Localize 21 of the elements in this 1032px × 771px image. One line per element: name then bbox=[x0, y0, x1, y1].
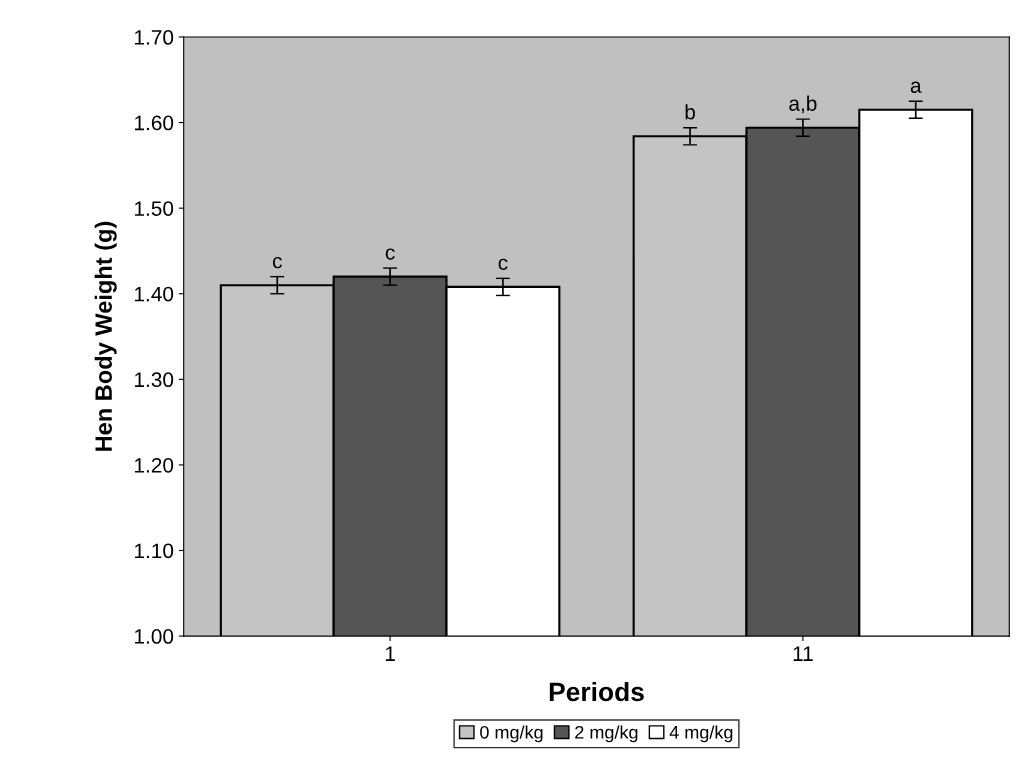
data-label: c bbox=[498, 258, 508, 271]
x-tick-label: 11 bbox=[793, 646, 813, 661]
y-axis-title: Hen Body Weight (g) bbox=[94, 221, 117, 451]
data-label: c bbox=[385, 248, 395, 260]
data-label: b bbox=[685, 104, 695, 120]
x-axis-title: Periods bbox=[549, 681, 644, 702]
y-tick-label: 1.40 bbox=[135, 286, 174, 302]
data-label: a,b bbox=[789, 95, 817, 114]
x-tick-label: 1 bbox=[385, 646, 395, 661]
y-tick-label: 1.60 bbox=[135, 115, 174, 131]
y-tick-label: 1.70 bbox=[135, 30, 174, 45]
legend-label: 2 mg/kg bbox=[575, 725, 638, 743]
y-tick-label: 1.30 bbox=[135, 372, 174, 388]
y-tick-label: 1.20 bbox=[135, 457, 174, 473]
y-tick-label: 1.10 bbox=[135, 543, 174, 559]
y-tick-label: 1.50 bbox=[135, 201, 174, 216]
legend-label: 0 mg/kg bbox=[480, 725, 543, 743]
data-label: c bbox=[272, 256, 282, 269]
y-tick-label: 1.00 bbox=[135, 629, 174, 644]
legend-label: 4 mg/kg bbox=[669, 725, 733, 743]
data-label: a bbox=[910, 81, 922, 93]
